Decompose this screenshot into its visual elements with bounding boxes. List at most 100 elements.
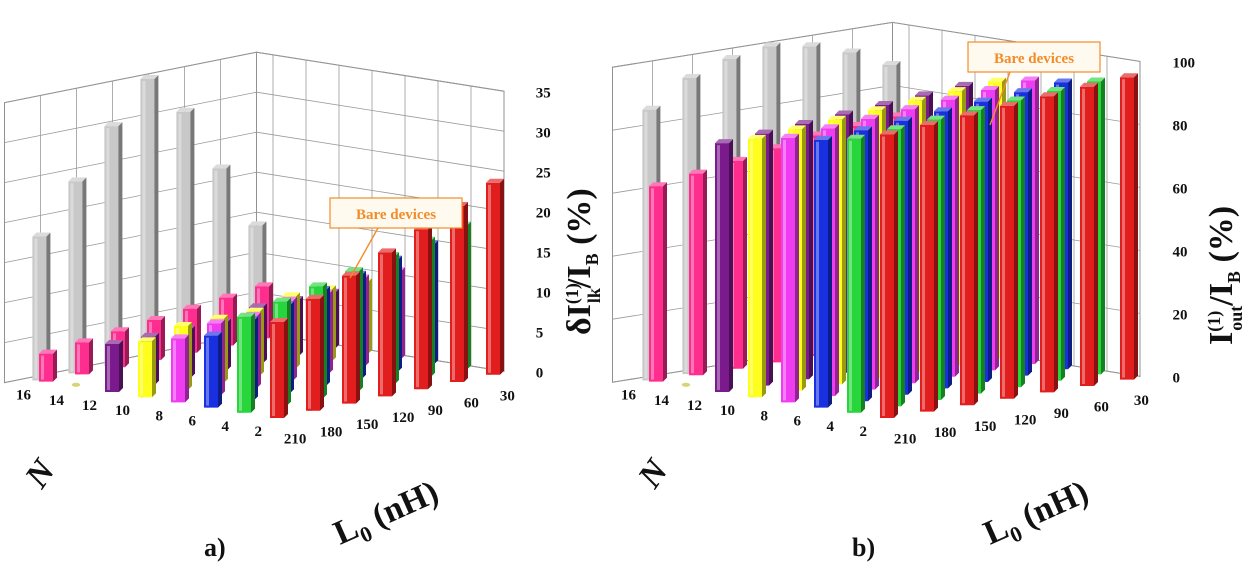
x-axis-label: N	[631, 452, 677, 495]
l0-tick-label: 180	[320, 424, 343, 440]
z-tick-label: 0	[1173, 371, 1181, 387]
bar-n2-l60	[1080, 82, 1098, 386]
bars	[32, 74, 504, 418]
n-tick-label: 2	[860, 424, 868, 440]
bar-n2-l60	[450, 202, 468, 382]
l0-tick-label: 150	[974, 419, 997, 435]
n-tick-label: 6	[794, 414, 802, 430]
bar-n10-l210	[748, 134, 766, 398]
z-axis-label: δI(1) lk/IB (%)	[561, 188, 604, 335]
l0-tick-label: 90	[1054, 406, 1069, 422]
annotation-text: Bare devices	[994, 51, 1074, 67]
l0-tick-label: 30	[1134, 393, 1149, 409]
n-tick-label: 14	[49, 393, 65, 409]
n-tick-label: 16	[16, 388, 32, 404]
z-tick-label: 5	[536, 325, 544, 341]
z-tick-labels: 0 20 40 60 80 100	[1173, 56, 1196, 387]
z-tick-label: 20	[536, 205, 551, 221]
bar-n16-l180	[75, 338, 93, 375]
bar-n16-l210	[649, 182, 667, 382]
z-tick-label: 20	[1173, 308, 1188, 324]
l0-tick-labels: 30 60 90 120 150 180 210	[894, 393, 1149, 447]
n-tick-labels: 2 4 6 8 10 12 14 16	[621, 388, 867, 440]
z-tick-label: 15	[536, 245, 551, 261]
bar-n8-l210	[171, 334, 189, 403]
y-axis-label: L0 (nH)	[978, 474, 1096, 557]
n-tick-label: 12	[687, 398, 702, 414]
l0-tick-label: 60	[1094, 400, 1109, 416]
bar-n2-l120	[1000, 101, 1018, 399]
bar-n6-l210	[814, 135, 832, 408]
bar-n2-l210	[880, 130, 898, 418]
l0-tick-label: 180	[934, 425, 957, 441]
bar-nbare-l210	[32, 232, 51, 381]
n-tick-label: 4	[827, 419, 835, 435]
bar-n4-l210	[847, 134, 865, 413]
z-tick-label: 25	[536, 165, 551, 181]
z-tick-label: 0	[536, 365, 544, 381]
l0-tick-label: 120	[392, 410, 415, 426]
bar-n2-l150	[960, 111, 978, 406]
n-tick-label: 12	[82, 398, 97, 414]
z-tick-label: 10	[536, 285, 551, 301]
y-axis-label: L0 (nH)	[328, 474, 446, 557]
panel-label: b)	[852, 533, 875, 562]
l0-tick-labels: 30 60 90 120 150 180 210	[284, 388, 515, 447]
n-tick-label: 8	[156, 408, 164, 424]
bar-n12-l210	[715, 139, 733, 392]
bare-devices-annotation: Bare devices	[967, 41, 1101, 126]
l0-tick-label: 150	[356, 417, 379, 433]
l0-tick-label: 210	[894, 432, 917, 448]
z-tick-label: 35	[536, 85, 551, 101]
bar-n16-l210	[39, 349, 57, 382]
n-tick-label: 6	[189, 414, 197, 430]
bare-devices-annotation: Bare devices	[329, 197, 463, 279]
bar-n4-l210	[237, 312, 255, 413]
bar-n10-l210	[138, 337, 156, 398]
l0-tick-label: 120	[1014, 412, 1037, 428]
bar-nbare-l90	[176, 107, 195, 352]
bars	[642, 42, 1138, 418]
bar-n2-l180	[920, 120, 938, 412]
n-tick-labels: 2 4 6 8 10 12 14 16	[16, 388, 262, 440]
z-tick-label: 100	[1173, 56, 1196, 72]
bar-n2-l30	[1120, 73, 1138, 380]
bar-n2-l150	[342, 271, 360, 404]
n-tick-label: 14	[654, 393, 670, 409]
z-tick-label: 80	[1173, 119, 1188, 135]
l0-tick-label: 30	[500, 388, 515, 404]
z-tick-label: 60	[1173, 182, 1188, 198]
bar-n16-l180	[689, 169, 707, 376]
annotation-text: Bare devices	[356, 207, 436, 223]
l0-tick-label: 60	[464, 396, 479, 412]
z-tick-labels: 0 5 10 15 20 25 30 35	[536, 85, 551, 381]
bar-n2-l120	[378, 248, 396, 397]
bar-n2-l90	[1040, 92, 1058, 393]
bar-n2-l30	[486, 178, 504, 375]
bar-nbare-l120	[140, 74, 159, 359]
bar-n8-l210	[781, 133, 799, 403]
bar-nbare-l180	[68, 177, 87, 374]
n-tick-label: 16	[621, 388, 637, 404]
z-tick-label: 40	[1173, 245, 1188, 261]
x-axis-label: N	[18, 452, 64, 495]
z-axis-label: I(1) out/IB (%)	[1203, 206, 1246, 345]
chart-panel-b: 0 20 40 60 80 100 2 4 6 8 10 12 14 16 30 60 90 120 150 180 2…	[612, 21, 1246, 562]
n-tick-label: 8	[761, 408, 769, 424]
panel-label: a)	[204, 533, 226, 562]
l0-tick-label: 90	[428, 403, 443, 419]
bar-n6-l210	[204, 331, 222, 408]
n-tick-label: 2	[255, 424, 263, 440]
n-tick-label: 10	[720, 403, 735, 419]
bar-nbare-l150	[104, 122, 123, 367]
bar-n2-l90	[414, 225, 432, 390]
l0-tick-label: 210	[284, 432, 307, 448]
z-tick-label: 30	[536, 125, 551, 141]
n-tick-label: 4	[222, 419, 230, 435]
bar-n2-l210	[270, 318, 288, 418]
bar-n2-l180	[306, 294, 324, 411]
n-tick-label: 10	[115, 403, 130, 419]
chart-panel-a: 0 5 10 15 20 25 30 35 2 4 6 8 10 12 14 16 30 60 90 120 150 18…	[4, 51, 604, 562]
bar-n12-l210	[105, 340, 123, 392]
